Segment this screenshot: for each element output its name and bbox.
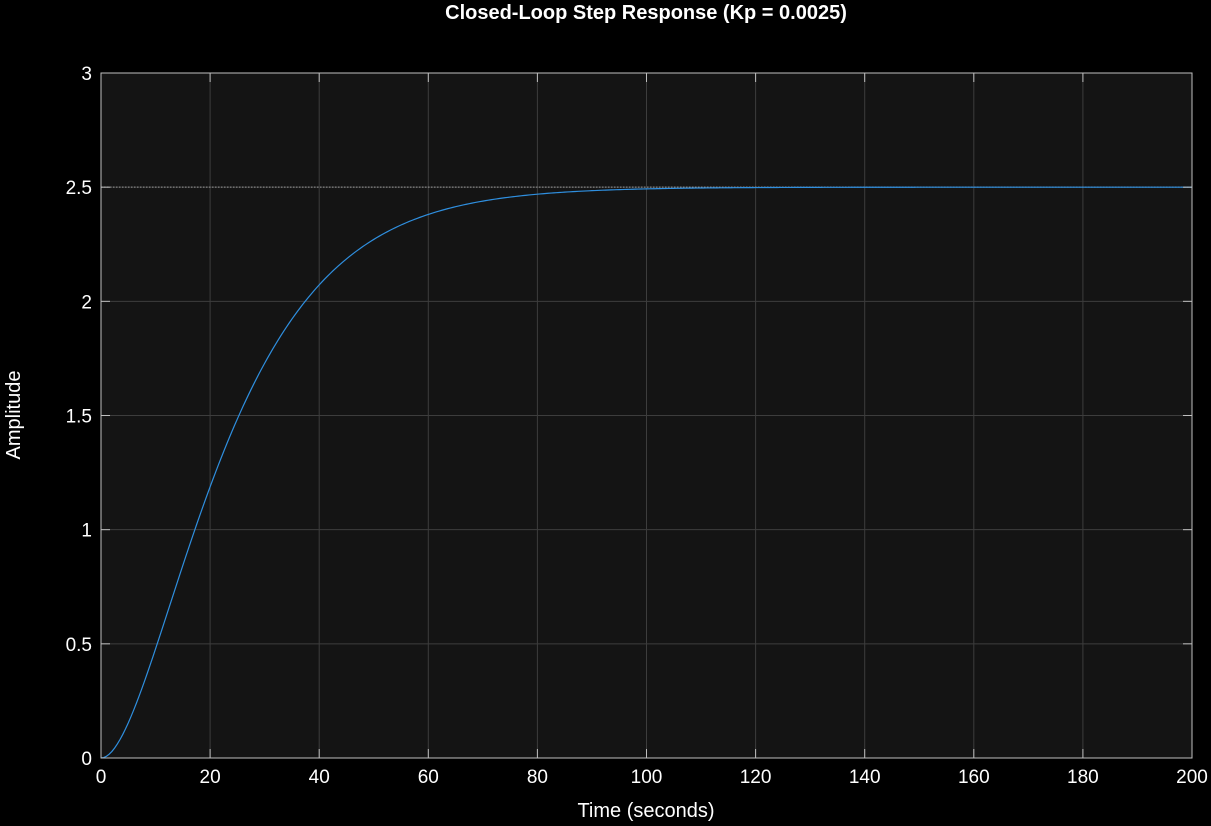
y-tick-label: 1: [81, 521, 92, 542]
y-tick-label: 0: [81, 749, 92, 770]
x-tick-label: 80: [527, 767, 548, 788]
y-tick-label: 2.5: [66, 178, 92, 199]
x-tick-label: 100: [631, 767, 663, 788]
x-axis-label: Time (seconds): [577, 800, 714, 822]
x-tick-label: 60: [418, 767, 439, 788]
chart-title: Closed-Loop Step Response (Kp = 0.0025): [445, 2, 847, 24]
x-axis-ticks: 0 20 40 60 80 100 120 140 160 180 200: [96, 73, 1208, 788]
y-tick-label: 1.5: [66, 407, 92, 428]
x-tick-label: 140: [849, 767, 881, 788]
series-group: [100, 186, 1192, 759]
y-axis-label: Amplitude: [3, 371, 25, 460]
x-tick-label: 200: [1176, 767, 1208, 788]
y-axis-ticks: 0 0.5 1 1.5 2 2.5 3: [66, 64, 1192, 770]
y-tick-label: 0.5: [66, 635, 92, 656]
y-tick-label: 2: [81, 292, 92, 313]
y-tick-label: 3: [81, 64, 92, 85]
x-tick-label: 20: [200, 767, 221, 788]
step-response-line: [100, 186, 1192, 759]
x-tick-label: 160: [958, 767, 990, 788]
x-tick-label: 0: [96, 767, 107, 788]
x-tick-label: 40: [309, 767, 330, 788]
x-tick-label: 180: [1067, 767, 1099, 788]
x-tick-label: 120: [740, 767, 772, 788]
